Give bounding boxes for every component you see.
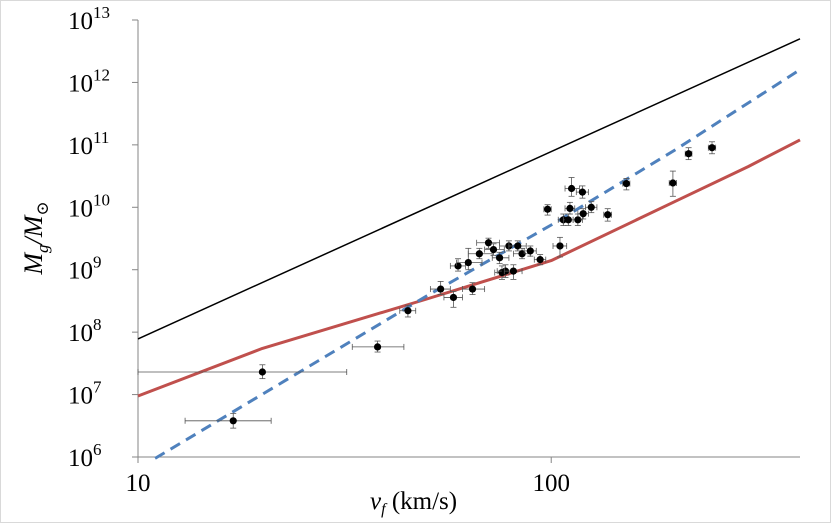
point-marker (404, 307, 412, 315)
data-point (491, 251, 510, 265)
point-marker (526, 247, 534, 255)
data-point (523, 245, 537, 257)
x-axis-label: vf (km/s) (370, 488, 457, 518)
y-tick-label: 1013 (68, 3, 110, 35)
data-point (564, 201, 576, 215)
y-tick-label: 1010 (68, 190, 110, 222)
point-marker (543, 205, 552, 213)
data-point (622, 178, 631, 191)
line-series-2 (137, 138, 801, 398)
data-point (603, 208, 613, 222)
point-marker (449, 293, 458, 302)
point-marker (574, 216, 582, 224)
point-marker (484, 239, 493, 247)
data-point (533, 254, 547, 266)
data-point (429, 280, 451, 295)
point-marker (514, 242, 522, 250)
data-point (577, 208, 589, 220)
point-marker (556, 242, 564, 250)
point-marker (578, 188, 587, 196)
x-tick-label: 10 (126, 470, 151, 497)
data-point (443, 290, 463, 308)
point-marker (454, 262, 462, 270)
point-marker (708, 144, 716, 152)
data-point (575, 185, 589, 199)
data-point (707, 141, 717, 155)
y-tick-labels: 106 107 108 109 1010 1011 1012 1013 (68, 3, 138, 472)
x-tick-labels: 10 100 (126, 457, 570, 497)
point-marker (373, 343, 382, 351)
y-tick-label: 109 (68, 253, 102, 285)
x-tick-label: 100 (532, 470, 570, 497)
point-marker (464, 259, 472, 267)
data-point (456, 247, 483, 271)
y-axis-label: Mg/M⊙ (19, 201, 52, 275)
point-marker (564, 216, 572, 224)
y-tick-label: 108 (68, 315, 102, 347)
data-point (484, 243, 505, 256)
data-point (137, 364, 348, 380)
point-marker (229, 417, 237, 425)
point-marker (489, 245, 498, 254)
point-marker (258, 368, 266, 376)
point-marker (604, 211, 612, 219)
data-point (462, 282, 486, 295)
point-marker (536, 256, 544, 264)
data-point (668, 170, 677, 197)
point-marker (495, 254, 504, 262)
point-marker (587, 203, 595, 211)
line-series-3 (154, 68, 801, 460)
point-marker (567, 184, 576, 193)
data-point (476, 237, 500, 249)
data-point (467, 247, 493, 260)
model-lines (137, 38, 801, 460)
data-point (508, 240, 527, 252)
data-point (572, 213, 583, 226)
data-points (137, 141, 717, 429)
data-point (503, 264, 523, 280)
point-marker (579, 210, 587, 218)
point-marker (468, 285, 477, 293)
point-marker (622, 179, 630, 188)
point-marker (509, 267, 518, 275)
data-point (543, 204, 552, 216)
y-tick-label: 106 (68, 440, 102, 472)
y-tick-label: 1011 (68, 128, 109, 160)
point-marker (566, 204, 574, 212)
data-point (351, 340, 405, 353)
data-point (184, 412, 272, 429)
data-point (552, 236, 568, 258)
line-series-1 (137, 38, 801, 340)
data-point (585, 201, 598, 214)
point-marker (669, 179, 677, 187)
point-marker (437, 285, 445, 293)
point-marker (684, 150, 693, 158)
point-marker (475, 250, 483, 258)
axes (137, 20, 800, 458)
y-tick-label: 107 (68, 378, 102, 410)
data-point (684, 147, 693, 161)
y-tick-label: 1012 (68, 65, 110, 97)
data-point (399, 304, 417, 318)
